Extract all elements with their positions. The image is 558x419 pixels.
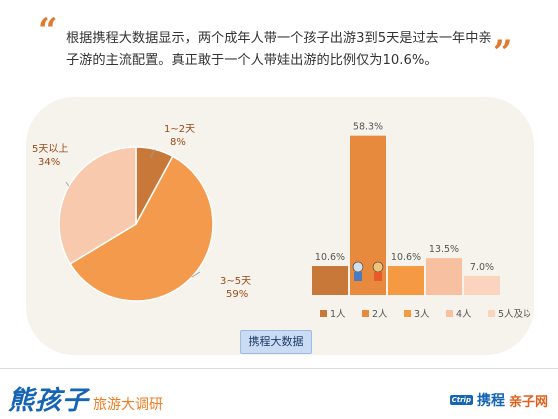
pie-leader-line bbox=[149, 149, 156, 159]
partner-logos: Ctrip 携程 亲子网 bbox=[449, 390, 548, 410]
headline-quote: 根据携程大数据显示，两个成年人带一个孩子出游3到5天是过去一年中亲子游的主流配置… bbox=[66, 31, 492, 68]
bar bbox=[388, 266, 424, 295]
legend-label: 5人及以上 bbox=[498, 309, 530, 320]
kid-figure-icon bbox=[352, 261, 364, 281]
open-quote-mark: “ bbox=[38, 11, 58, 51]
legend-swatch bbox=[488, 310, 495, 317]
pie-leader-line bbox=[191, 271, 201, 278]
pie-leader-line bbox=[65, 181, 70, 187]
legend-label: 2人 bbox=[372, 309, 388, 320]
ctrip-logo-en: Ctrip bbox=[449, 395, 473, 405]
pie-slice-value: 59% bbox=[226, 289, 248, 300]
ctrip-logo-cn: 携程 bbox=[476, 393, 505, 409]
legend-label: 4人 bbox=[456, 309, 472, 320]
kid-figure-icon bbox=[372, 261, 384, 281]
brand-logo-sub: 旅游大调研 bbox=[93, 397, 164, 413]
bar-value-label: 58.3% bbox=[353, 122, 383, 133]
brand-logo-main: 熊孩子 bbox=[8, 386, 90, 416]
bar-value-label: 10.6% bbox=[315, 252, 345, 263]
legend-swatch bbox=[404, 310, 411, 317]
bar bbox=[464, 275, 500, 295]
pie-slice bbox=[69, 155, 214, 302]
close-quote-mark: ” bbox=[493, 33, 513, 73]
pie-slice-value: 34% bbox=[38, 157, 60, 168]
source-badge: 携程大数据 bbox=[240, 330, 312, 354]
pie-slice-label: 3~5天 bbox=[220, 276, 251, 287]
pie-slice-label: 1~2天 bbox=[164, 124, 195, 135]
pie-slice bbox=[58, 146, 137, 265]
pie-slice-value: 8% bbox=[170, 137, 186, 148]
legend-swatch bbox=[320, 310, 327, 317]
legend-swatch bbox=[362, 310, 369, 317]
brand-logo: 熊孩子 旅游大调研 bbox=[8, 380, 163, 417]
bar bbox=[312, 266, 348, 295]
legend-swatch bbox=[446, 310, 453, 317]
bar bbox=[426, 258, 462, 295]
kids-site-logo: 亲子网 bbox=[508, 394, 548, 410]
legend-label: 1人 bbox=[330, 309, 346, 320]
pie-slice-label: 5天以上 bbox=[32, 143, 68, 155]
footer-divider bbox=[0, 368, 558, 369]
bar-value-label: 13.5% bbox=[429, 244, 459, 255]
people-bar-chart: 10.6% 58.3% 10.6% 13.5% 7.0% 1人 2人 3人 4人 5人及以上 bbox=[312, 122, 530, 320]
bar-value-label: 7.0% bbox=[470, 262, 494, 273]
bar-value-label: 10.6% bbox=[391, 252, 421, 263]
legend-label: 3人 bbox=[414, 309, 430, 320]
days-pie-chart: 1~2天 8% 3~5天 59% 5天以上 34% bbox=[32, 124, 251, 302]
